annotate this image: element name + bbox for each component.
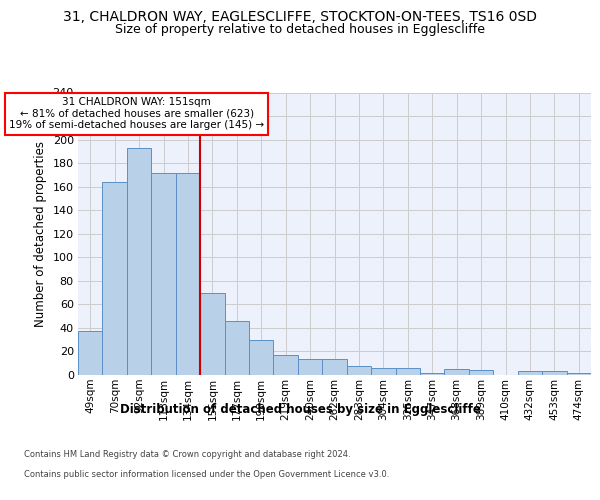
Bar: [200, 292, 224, 375]
Text: Contains public sector information licensed under the Open Government Licence v3: Contains public sector information licen…: [24, 470, 389, 479]
Y-axis label: Number of detached properties: Number of detached properties: [34, 141, 47, 327]
Bar: [542, 372, 566, 375]
Bar: [347, 366, 371, 375]
Text: 31 CHALDRON WAY: 151sqm
← 81% of detached houses are smaller (623)
19% of semi-d: 31 CHALDRON WAY: 151sqm ← 81% of detache…: [9, 97, 264, 130]
Bar: [420, 372, 445, 375]
Bar: [78, 332, 103, 375]
Bar: [395, 368, 420, 375]
Text: 31, CHALDRON WAY, EAGLESCLIFFE, STOCKTON-ON-TEES, TS16 0SD: 31, CHALDRON WAY, EAGLESCLIFFE, STOCKTON…: [63, 10, 537, 24]
Bar: [176, 172, 200, 375]
Bar: [127, 148, 151, 375]
Bar: [249, 340, 274, 375]
Bar: [371, 368, 395, 375]
Bar: [224, 321, 249, 375]
Bar: [103, 182, 127, 375]
Bar: [298, 358, 322, 375]
Text: Contains HM Land Registry data © Crown copyright and database right 2024.: Contains HM Land Registry data © Crown c…: [24, 450, 350, 459]
Text: Size of property relative to detached houses in Egglescliffe: Size of property relative to detached ho…: [115, 22, 485, 36]
Bar: [445, 369, 469, 375]
Text: Distribution of detached houses by size in Egglescliffe: Distribution of detached houses by size …: [119, 402, 481, 415]
Bar: [566, 372, 591, 375]
Bar: [151, 172, 176, 375]
Bar: [469, 370, 493, 375]
Bar: [518, 372, 542, 375]
Bar: [322, 358, 347, 375]
Bar: [274, 355, 298, 375]
